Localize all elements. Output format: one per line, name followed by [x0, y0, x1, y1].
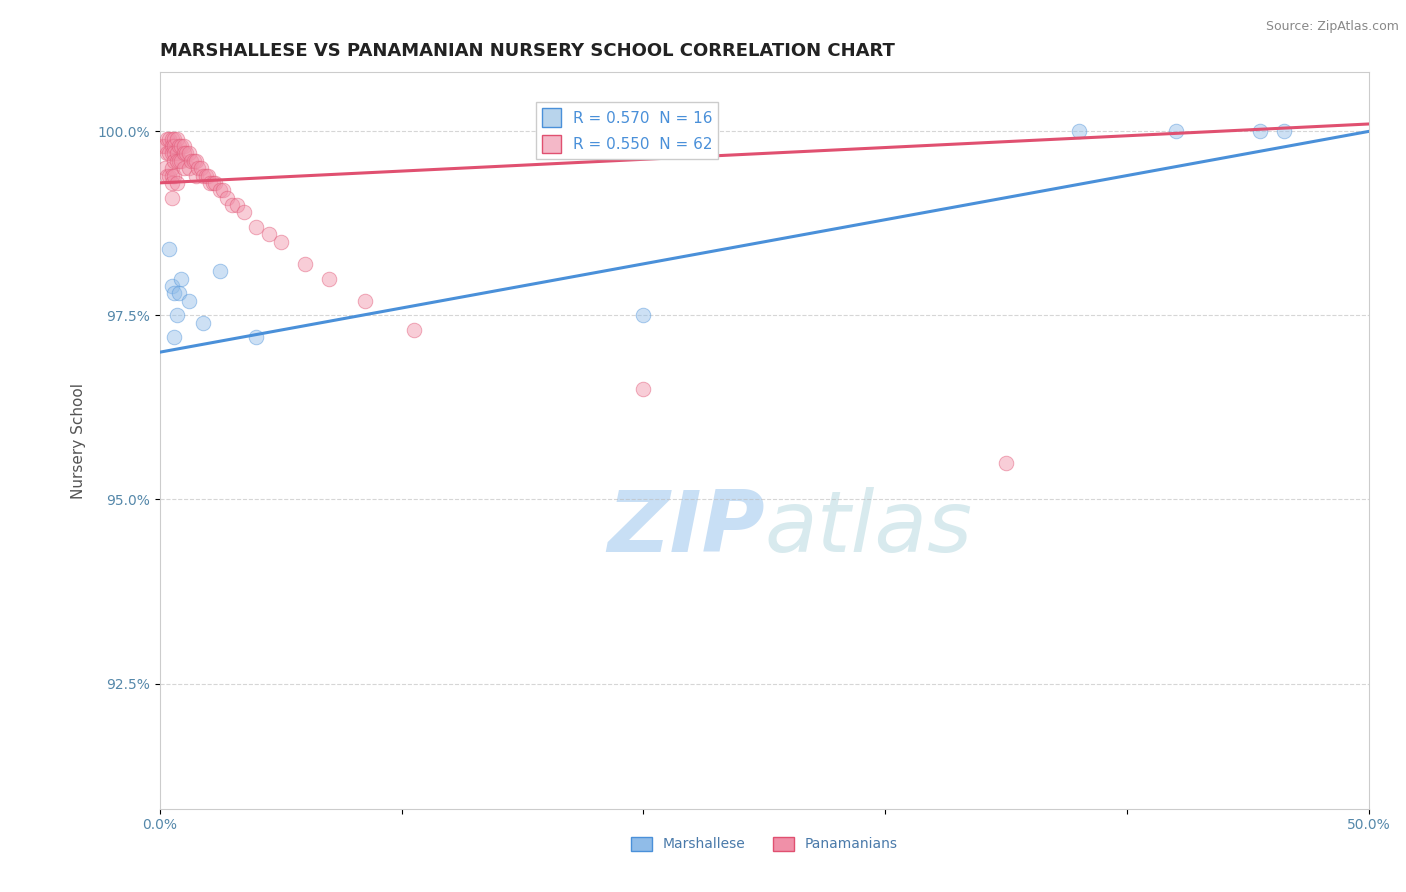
Point — [167, 153, 190, 168]
Point — [157, 169, 180, 183]
Point — [160, 279, 183, 293]
Point — [294, 257, 316, 271]
Point — [183, 153, 205, 168]
Point — [160, 176, 183, 190]
Point — [166, 176, 188, 190]
Point — [163, 286, 186, 301]
Point — [160, 139, 183, 153]
Point — [160, 169, 183, 183]
Point — [166, 309, 188, 323]
Point — [209, 264, 232, 278]
Point — [163, 330, 186, 344]
Point — [160, 161, 183, 175]
Point — [211, 183, 233, 197]
Point — [157, 146, 180, 161]
Text: Source: ZipAtlas.com: Source: ZipAtlas.com — [1265, 20, 1399, 33]
Point — [173, 146, 195, 161]
Point — [221, 198, 243, 212]
Point — [190, 161, 212, 175]
Point — [177, 293, 200, 308]
Point — [184, 153, 207, 168]
Point — [209, 183, 232, 197]
Text: MARSHALLESE VS PANAMANIAN NURSERY SCHOOL CORRELATION CHART: MARSHALLESE VS PANAMANIAN NURSERY SCHOOL… — [160, 42, 894, 60]
Point — [204, 176, 226, 190]
Point — [173, 161, 195, 175]
Point — [200, 176, 222, 190]
Point — [184, 169, 207, 183]
Point — [245, 330, 267, 344]
Point — [201, 176, 224, 190]
Point — [160, 146, 183, 161]
Point — [170, 271, 193, 285]
Point — [156, 169, 179, 183]
Point — [233, 205, 256, 219]
Point — [170, 153, 193, 168]
Point — [193, 169, 215, 183]
Point — [166, 146, 188, 161]
Point — [402, 323, 425, 337]
Point — [167, 139, 190, 153]
Point — [187, 161, 209, 175]
Point — [163, 131, 186, 145]
Point — [354, 293, 377, 308]
Point — [995, 456, 1018, 470]
Point — [153, 161, 176, 175]
Point — [163, 169, 186, 183]
Point — [257, 227, 280, 242]
Point — [166, 131, 188, 145]
Point — [177, 146, 200, 161]
Point — [193, 316, 215, 330]
Legend: R = 0.570  N = 16, R = 0.550  N = 62: R = 0.570 N = 16, R = 0.550 N = 62 — [536, 103, 718, 160]
Point — [194, 169, 217, 183]
Point — [180, 153, 202, 168]
Point — [1274, 124, 1296, 138]
Point — [163, 139, 186, 153]
Point — [153, 139, 176, 153]
Point — [1249, 124, 1271, 138]
Point — [160, 191, 183, 205]
Text: ZIP: ZIP — [607, 487, 765, 570]
Point — [1067, 124, 1090, 138]
Point — [156, 146, 179, 161]
Point — [150, 139, 173, 153]
Point — [163, 146, 186, 161]
Point — [633, 382, 655, 396]
Point — [318, 271, 340, 285]
Text: atlas: atlas — [765, 487, 973, 570]
Point — [166, 153, 188, 168]
Point — [157, 242, 180, 256]
Point — [177, 161, 200, 175]
Point — [1164, 124, 1187, 138]
Point — [156, 131, 179, 145]
Point — [163, 153, 186, 168]
Y-axis label: Nursery School: Nursery School — [72, 383, 86, 499]
Point — [226, 198, 249, 212]
Point — [197, 169, 219, 183]
Point — [633, 309, 655, 323]
Point — [176, 146, 198, 161]
Point — [160, 131, 183, 145]
Point — [245, 220, 267, 235]
Point — [217, 191, 239, 205]
Point — [173, 139, 195, 153]
Point — [157, 131, 180, 145]
Point — [170, 139, 193, 153]
Point — [270, 235, 292, 249]
Point — [167, 286, 190, 301]
